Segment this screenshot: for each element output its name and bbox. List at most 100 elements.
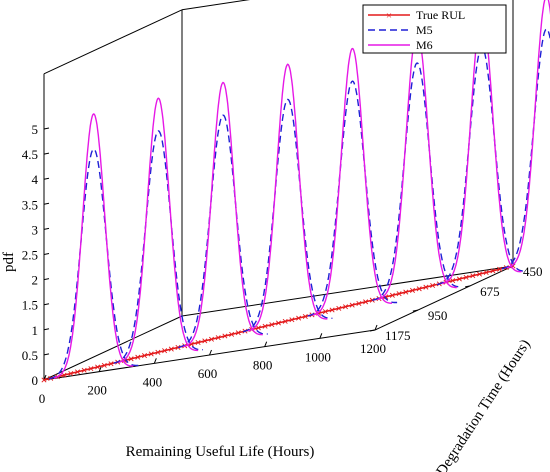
m5-pdf-curve	[48, 148, 139, 380]
z-tick-label: 0.5	[22, 348, 38, 363]
true-rul-marker	[81, 367, 87, 373]
true-rul-marker	[409, 287, 416, 293]
true-rul-marker	[135, 354, 141, 360]
true-rul-marker	[456, 276, 462, 282]
x-tick-label: 0	[39, 391, 46, 406]
x-tick-label: 400	[143, 374, 163, 389]
true-rul-marker	[61, 372, 67, 378]
back-floor-edge-y	[43, 315, 183, 381]
true-rul-marker	[416, 286, 422, 292]
y-tick-label: 950	[428, 308, 448, 323]
m6-pdf-curve	[183, 81, 263, 348]
x-tick-mark	[98, 366, 102, 372]
x-tick-label: 1000	[305, 349, 331, 364]
z-axis-label: pdf	[1, 252, 17, 272]
y-axis-label: Degradation Time (Hours)	[434, 337, 534, 472]
true-rul-marker	[235, 330, 241, 336]
true-rul-marker	[101, 362, 107, 368]
y-tick-label: 675	[480, 284, 500, 299]
true-rul-marker	[155, 349, 161, 355]
true-rul-marker	[356, 300, 362, 306]
back-top-edge	[181, 0, 251, 11]
true-rul-marker	[490, 268, 496, 274]
true-rul-marker	[497, 266, 503, 272]
z-tick-label: 3	[32, 222, 39, 237]
m5-pdf-curve	[501, 28, 550, 270]
z-tick-mark	[43, 227, 50, 230]
true-rul-marker	[403, 289, 409, 295]
z-tick-mark	[43, 303, 50, 306]
true-rul-marker	[141, 353, 148, 359]
true-rul-marker	[208, 336, 215, 342]
tick-labels: 0 200 400 600 800 1000 1200 450 675 950 1175 0 0.5 1 1…	[22, 122, 543, 406]
true-rul-marker	[322, 309, 328, 315]
true-rul-marker	[215, 335, 221, 341]
true-rul-marker	[470, 273, 476, 279]
z-tick-label: 5	[32, 122, 39, 137]
z-tick-mark	[43, 353, 50, 356]
true-rul-marker	[282, 318, 288, 324]
true-rul-marker	[128, 356, 134, 362]
z-tick-mark	[43, 177, 50, 180]
legend-marker-true-rul: ×	[386, 10, 392, 22]
m6-pdf-curve	[53, 113, 134, 379]
x-tick-mark	[374, 324, 378, 331]
z-tick-label: 3.5	[22, 197, 38, 212]
left-top-edge	[43, 9, 183, 75]
true-rul-marker	[369, 297, 375, 303]
m6-pdf-curve	[312, 47, 393, 316]
z-tick-mark	[43, 328, 50, 331]
true-rul-marker	[329, 307, 335, 313]
true-rul-marker	[88, 366, 94, 372]
axes-box	[43, 0, 514, 381]
true-rul-marker	[336, 305, 342, 311]
m6-pdf-curve	[377, 29, 457, 301]
true-rul-marker	[229, 331, 235, 337]
m6-pdf-curve	[247, 63, 328, 332]
legend-entry-m5: M5	[368, 23, 433, 37]
m5-pdf-curve	[372, 62, 462, 301]
true-rul-marker	[396, 291, 402, 297]
x-tick-label: 1200	[360, 341, 386, 356]
axis-y-line	[374, 265, 514, 331]
true-rul-marker	[255, 325, 261, 331]
true-rul-marker	[450, 278, 456, 284]
z-tick-mark	[43, 278, 50, 281]
true-rul-marker	[302, 313, 308, 320]
legend-label-true-rul: True RUL	[416, 8, 465, 22]
true-rul-marker	[349, 302, 355, 308]
z-tick-mark	[43, 202, 50, 205]
true-rul-marker	[342, 304, 349, 310]
y-tick-mark	[412, 309, 418, 312]
x-tick-mark	[209, 349, 212, 356]
true-rul-marker	[68, 370, 74, 377]
true-rul-marker	[262, 323, 268, 329]
true-rul-marker	[168, 346, 174, 352]
true-rul-marker	[175, 344, 181, 350]
z-tick-label: 2.5	[22, 248, 38, 263]
y-tick-mark	[369, 329, 376, 332]
true-rul-marker	[195, 340, 201, 346]
x-tick-mark	[153, 358, 157, 364]
true-rul-marker	[269, 322, 275, 328]
true-rul-marker	[389, 292, 395, 298]
z-tick-label: 4.5	[22, 147, 38, 162]
true-rul-marker	[202, 338, 208, 344]
true-rul-marker	[430, 283, 436, 289]
z-tick-label: 2	[32, 273, 39, 288]
z-tick-mark	[43, 152, 50, 155]
x-tick-mark	[319, 333, 323, 339]
legend-entry-true-rul: × True RUL	[368, 8, 465, 22]
y-tick-label: 450	[523, 264, 543, 279]
back-floor-edge-x	[181, 265, 514, 317]
true-rul-marker	[95, 364, 101, 370]
z-tick-mark	[43, 127, 50, 130]
true-rul-marker	[275, 320, 282, 326]
legend-label-m6: M6	[416, 38, 433, 52]
z-tick-label: 1.5	[22, 298, 38, 313]
z-tick-label: 4	[32, 172, 39, 187]
true-rul-marker	[363, 299, 369, 305]
m5-pdf-curve	[307, 80, 398, 317]
z-tick-label: 0	[32, 373, 39, 388]
